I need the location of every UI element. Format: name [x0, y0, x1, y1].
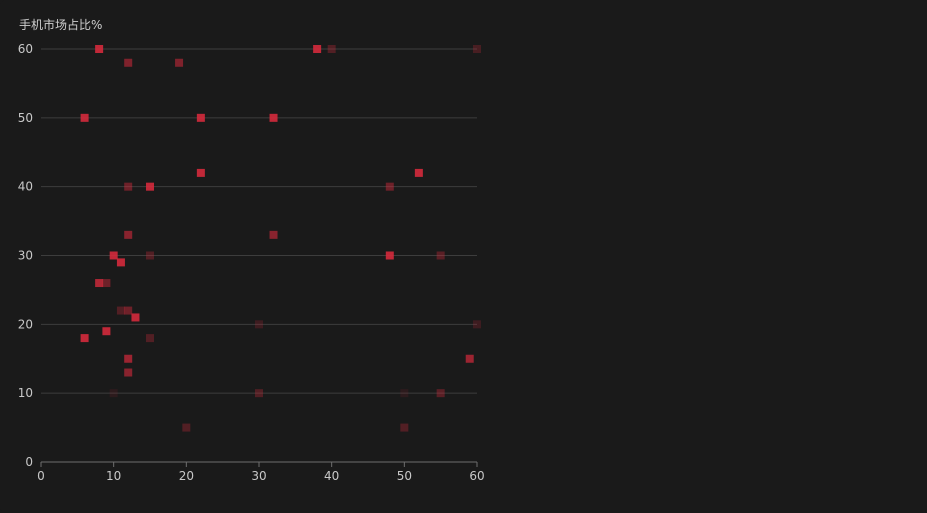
axes: 0 10 20 30 40 50 60 0 10 20 30 40 50 60 [18, 42, 485, 483]
scatter-point[interactable] [473, 320, 481, 329]
scatter-point[interactable] [465, 354, 474, 363]
scatter-point[interactable] [400, 389, 409, 398]
scatter-point[interactable] [269, 113, 278, 122]
scatter-point[interactable] [102, 327, 111, 336]
y-axis-title: 手机市场占比% [19, 17, 102, 32]
scatter-point[interactable] [255, 389, 263, 398]
grid-lines [41, 48, 477, 394]
scatter-point[interactable] [124, 368, 133, 377]
scatter-point[interactable] [269, 230, 278, 239]
scatter-point[interactable] [124, 230, 133, 239]
y-tick-label: 50 [18, 111, 33, 125]
scatter-point[interactable] [146, 334, 154, 343]
scatter-point[interactable] [436, 389, 445, 398]
y-tick-label: 30 [18, 249, 33, 263]
scatter-point[interactable] [196, 113, 205, 122]
scatter-point[interactable] [109, 389, 118, 398]
scatter-point[interactable] [131, 313, 140, 322]
scatter-point[interactable] [124, 354, 133, 363]
x-tick-label: 20 [179, 469, 194, 483]
scatter-point[interactable] [175, 58, 184, 67]
scatter-point[interactable] [124, 306, 133, 315]
scatter-point[interactable] [124, 182, 133, 191]
scatter-point[interactable] [146, 182, 154, 191]
scatter-point[interactable] [80, 334, 89, 343]
scatter-point[interactable] [124, 58, 133, 67]
y-tick-label: 20 [18, 317, 33, 331]
x-tick-label: 40 [324, 469, 339, 483]
y-tick-label: 10 [18, 386, 33, 400]
x-tick-label: 30 [251, 469, 266, 483]
scatter-point[interactable] [473, 45, 481, 53]
y-tick-label: 0 [25, 455, 33, 469]
scatter-point[interactable] [102, 279, 111, 288]
scatter-point[interactable] [80, 113, 89, 122]
scatter-point[interactable] [385, 251, 394, 260]
scatter-point[interactable] [116, 306, 125, 315]
scatter-point[interactable] [109, 251, 118, 260]
y-tick-label: 60 [18, 42, 33, 56]
scatter-point[interactable] [255, 320, 263, 329]
x-tick-label: 10 [106, 469, 121, 483]
scatter-point[interactable] [116, 258, 125, 267]
y-tick-label: 40 [18, 180, 33, 194]
x-tick-label: 0 [37, 469, 45, 483]
x-tick-label: 60 [469, 469, 484, 483]
scatter-point[interactable] [327, 45, 336, 53]
scatter-point[interactable] [95, 45, 104, 53]
scatter-point[interactable] [414, 168, 423, 177]
scatter-point[interactable] [436, 251, 445, 260]
scatter-point[interactable] [400, 423, 409, 432]
scatter-point[interactable] [182, 423, 191, 432]
scatter-point[interactable] [95, 279, 104, 288]
data-points [80, 45, 481, 432]
scatter-point[interactable] [313, 45, 322, 53]
x-tick-label: 50 [397, 469, 412, 483]
scatter-point[interactable] [196, 168, 205, 177]
scatter-point[interactable] [146, 251, 154, 260]
scatter-point[interactable] [385, 182, 394, 191]
